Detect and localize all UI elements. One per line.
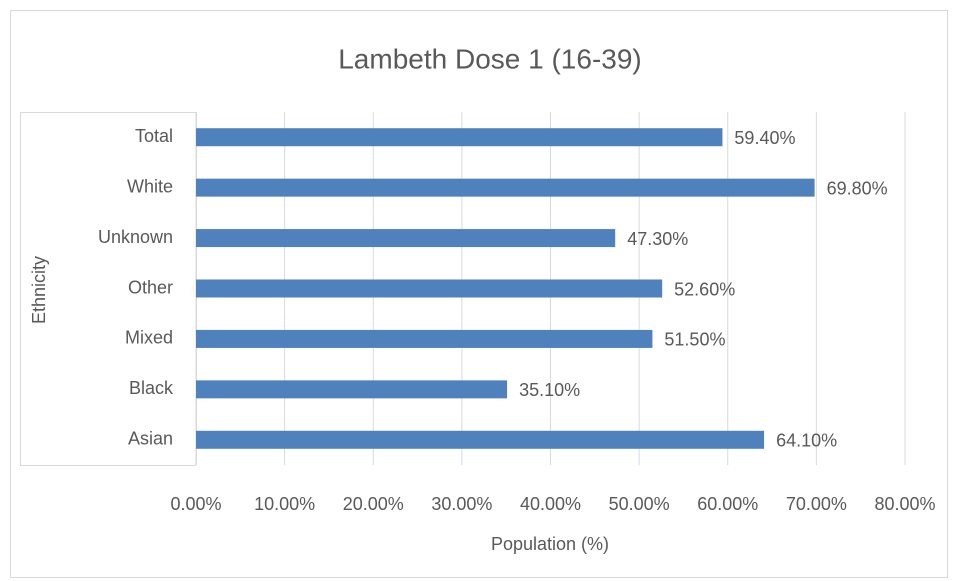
- bar: [196, 178, 815, 197]
- bar: [196, 128, 723, 147]
- value-label: 47.30%: [627, 229, 688, 249]
- x-tick-label: 50.00%: [609, 494, 670, 514]
- y-tick-label: Other: [128, 277, 173, 297]
- bar: [196, 380, 508, 399]
- x-tick-label: 10.00%: [254, 494, 315, 514]
- y-tick-label: Mixed: [125, 328, 173, 348]
- bar: [196, 229, 616, 248]
- y-tick-label: White: [127, 176, 173, 196]
- bar: [196, 329, 653, 348]
- value-label: 35.10%: [519, 380, 580, 400]
- x-tick-label: 60.00%: [697, 494, 758, 514]
- x-tick-label: 0.00%: [170, 494, 221, 514]
- value-label: 52.60%: [674, 279, 735, 299]
- bar: [196, 430, 765, 449]
- value-label: 69.80%: [827, 178, 888, 198]
- value-label: 64.10%: [776, 431, 837, 451]
- y-tick-label: Asian: [128, 429, 173, 449]
- y-tick-label: Black: [129, 378, 174, 398]
- x-tick-label: 80.00%: [874, 494, 935, 514]
- value-label: 51.50%: [664, 330, 725, 350]
- y-tick-label: Total: [135, 126, 173, 146]
- y-tick-label: Unknown: [98, 227, 173, 247]
- x-tick-label: 30.00%: [431, 494, 492, 514]
- value-label: 59.40%: [734, 128, 795, 148]
- x-tick-label: 40.00%: [520, 494, 581, 514]
- bar: [196, 279, 663, 298]
- chart-title: Lambeth Dose 1 (16-39): [338, 43, 642, 74]
- x-tick-label: 20.00%: [343, 494, 404, 514]
- x-axis-title: Population (%): [491, 534, 609, 554]
- x-tick-label: 70.00%: [786, 494, 847, 514]
- y-axis-title: Ethnicity: [29, 256, 49, 324]
